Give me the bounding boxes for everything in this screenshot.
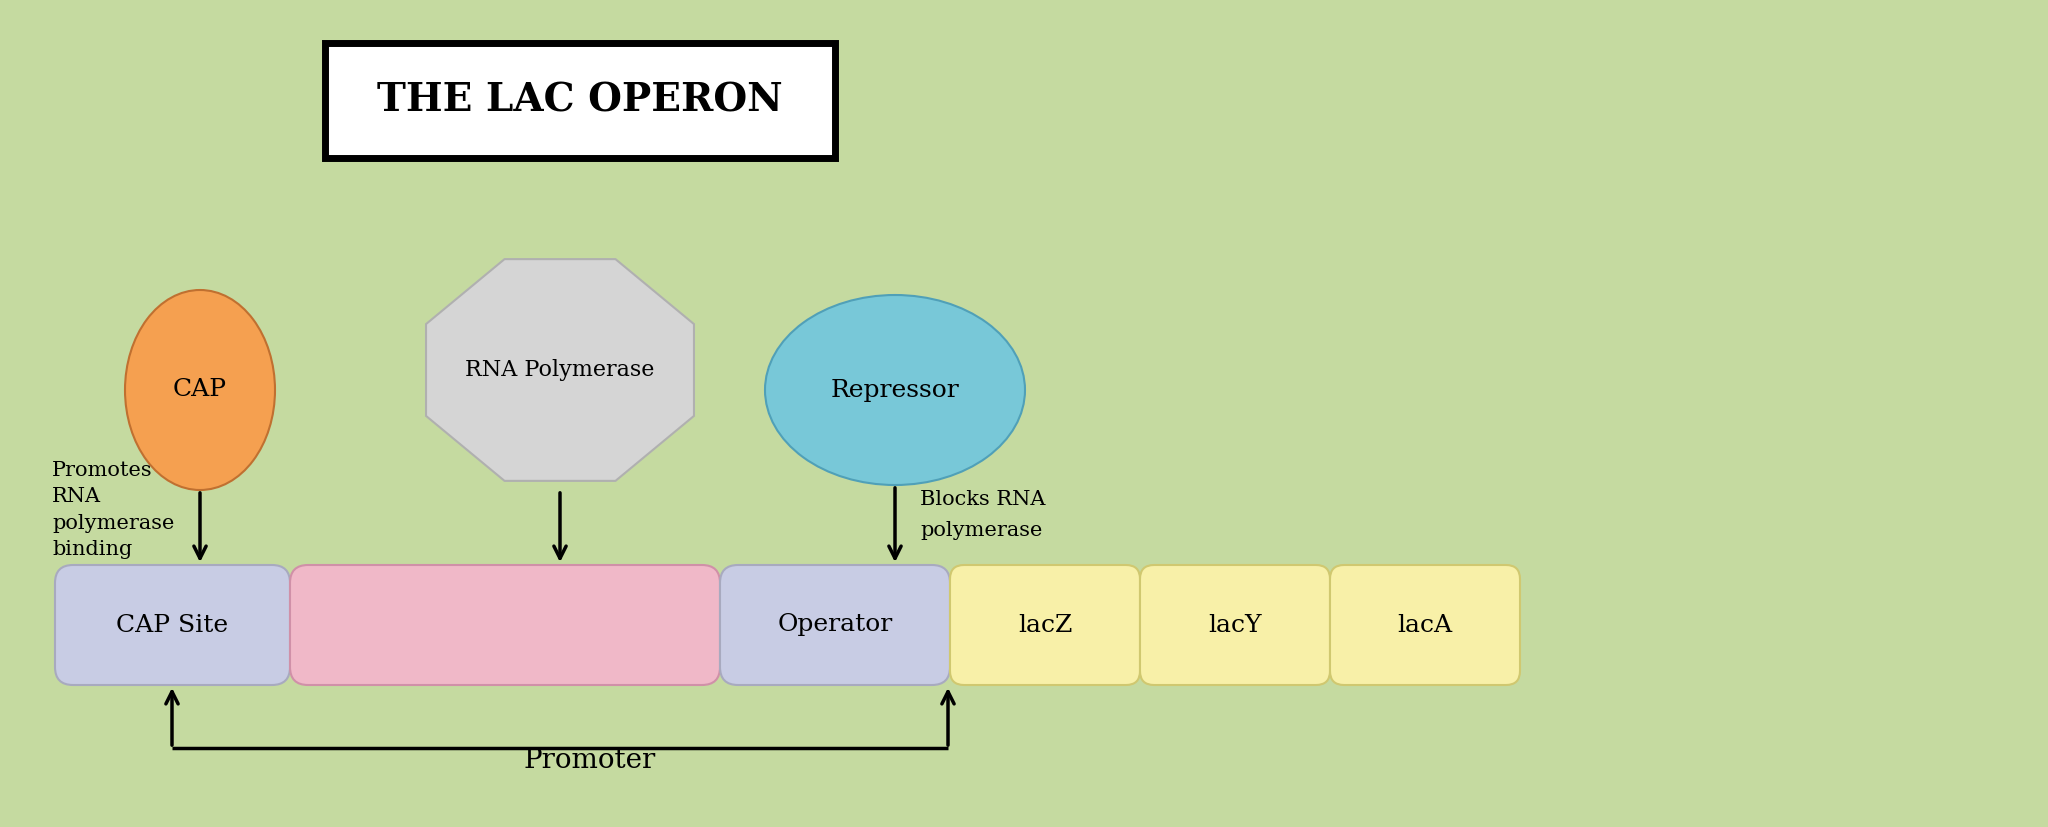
Text: lacY: lacY: [1208, 614, 1262, 637]
Text: CAP Site: CAP Site: [117, 614, 229, 637]
FancyBboxPatch shape: [291, 565, 721, 685]
FancyBboxPatch shape: [950, 565, 1141, 685]
Text: Promotes
RNA
polymerase
binding: Promotes RNA polymerase binding: [51, 461, 174, 559]
Text: Blocks RNA
polymerase: Blocks RNA polymerase: [920, 490, 1044, 540]
FancyBboxPatch shape: [721, 565, 950, 685]
Text: Repressor: Repressor: [831, 379, 958, 401]
Polygon shape: [426, 259, 694, 480]
Text: Promoter: Promoter: [524, 747, 655, 773]
FancyBboxPatch shape: [55, 565, 291, 685]
Ellipse shape: [766, 295, 1024, 485]
Text: CAP: CAP: [172, 379, 227, 401]
Text: RNA Polymerase: RNA Polymerase: [465, 359, 655, 381]
Text: lacA: lacA: [1397, 614, 1452, 637]
Ellipse shape: [125, 290, 274, 490]
FancyBboxPatch shape: [1329, 565, 1520, 685]
FancyBboxPatch shape: [326, 42, 836, 157]
Text: lacZ: lacZ: [1018, 614, 1073, 637]
FancyBboxPatch shape: [1141, 565, 1329, 685]
Text: Operator: Operator: [778, 614, 893, 637]
Text: THE LAC OPERON: THE LAC OPERON: [377, 81, 782, 119]
